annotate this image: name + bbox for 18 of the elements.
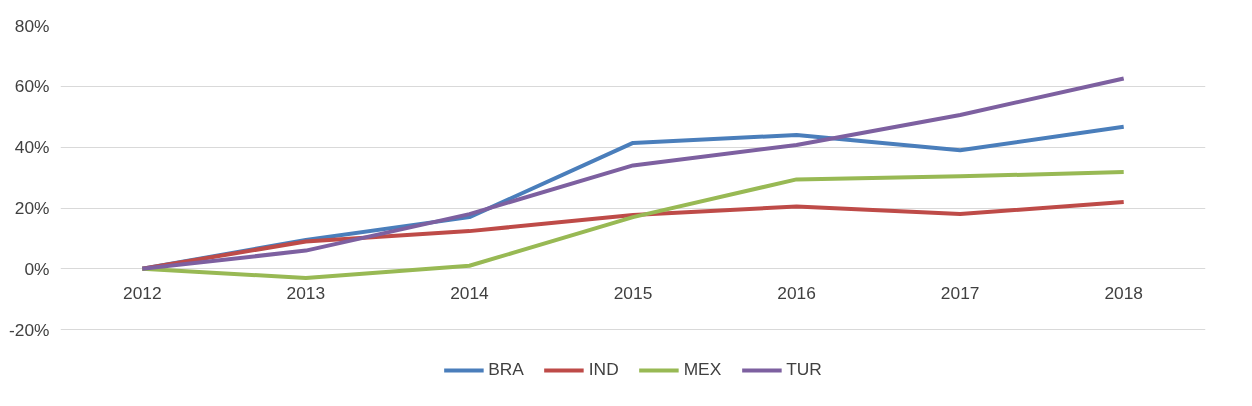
y-tick-label: 20% [14,198,50,218]
legend-label: IND [588,359,619,380]
x-tick-label: 2014 [450,282,490,303]
x-tick-label: 2013 [286,282,326,303]
x-tick-label: 2015 [613,282,653,303]
y-tick-label: 0% [24,258,50,279]
y-tick-label: 40% [14,137,50,158]
legend-label: BRA [488,359,524,380]
legend-label: MEX [683,359,722,380]
x-tick-label: 2017 [940,282,980,303]
line-series [140,76,1126,271]
legend-label: TUR [786,359,822,380]
y-tick-label: -20% [9,319,50,340]
y-tick-label: 80% [14,15,50,36]
x-tick-label: 2018 [1104,282,1143,303]
x-tick-label: 2016 [777,282,816,303]
y-tick-label: 60% [14,76,50,97]
x-tick-label: 2012 [123,282,162,303]
